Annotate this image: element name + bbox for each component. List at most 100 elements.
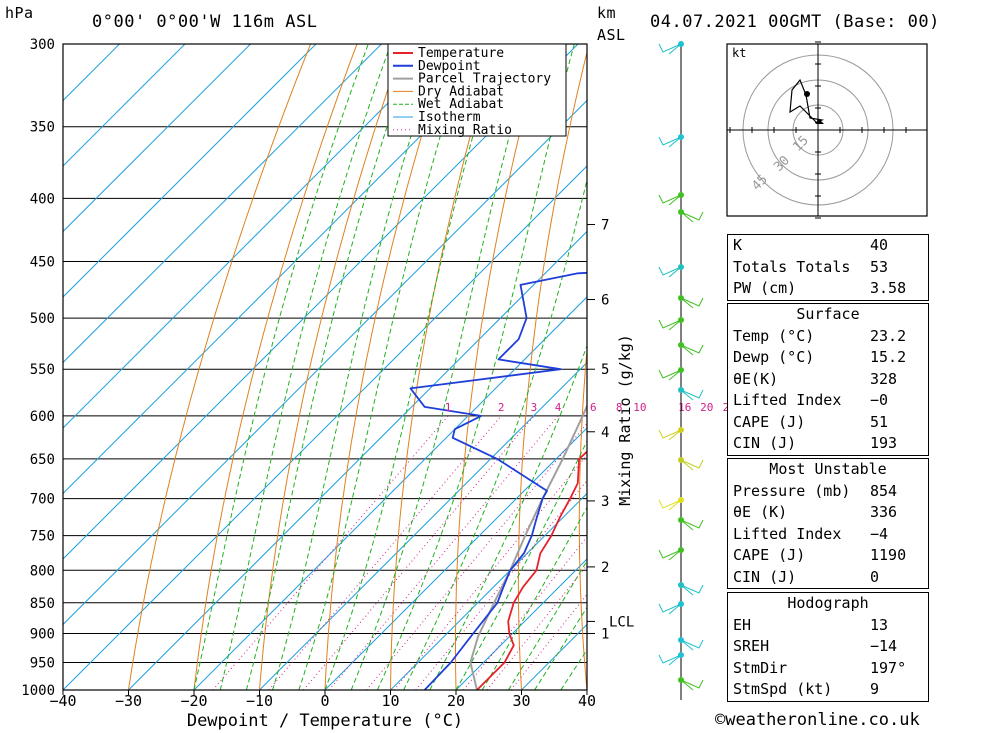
km-label: km (597, 4, 617, 22)
wet-adiabat-line (455, 439, 587, 690)
pressure-tick-label: 450 (30, 255, 55, 271)
index-label: PW (cm) (733, 279, 797, 297)
wind-barb (658, 136, 682, 148)
mixing-ratio-label: 10 (633, 401, 646, 414)
dry-adiabat-line (259, 44, 404, 690)
wind-barb (658, 319, 682, 331)
pressure-tick-label: 500 (30, 311, 55, 327)
wind-barb (680, 344, 704, 356)
mixing-ratio-label: 16 (678, 401, 691, 414)
hodograph-unit: kt (732, 46, 746, 60)
wind-barb (658, 603, 682, 615)
wind-barb (680, 297, 704, 309)
surface-row: Temp (°C) 23.2 (728, 326, 928, 348)
km-tick-label: 5 (601, 362, 609, 378)
isotherm-line (63, 44, 579, 560)
parcel-trajectory-line (469, 403, 587, 690)
surface-label: θE(K) (733, 369, 779, 388)
wet-adiabat-line (376, 44, 575, 690)
pressure-tick-label: 800 (30, 563, 55, 579)
wind-barb (680, 679, 704, 691)
temperature-tick-label: −40 (49, 692, 76, 710)
most-unstable-label: CAPE (J) (733, 546, 806, 564)
isotherm-line (63, 44, 317, 298)
pressure-tick-label: 350 (30, 120, 55, 136)
temperature-profile-line (476, 450, 587, 690)
dewpoint-profile-line (409, 271, 587, 690)
most-unstable-value: 336 (870, 503, 898, 521)
pressure-tick-label: 1000 (21, 683, 55, 699)
copyright-footer[interactable]: ©weatheronline.co.uk (715, 710, 920, 730)
pressure-tick-label: 700 (30, 492, 55, 508)
hodograph-row: EH 13 (728, 615, 928, 637)
pressure-tick-label: 600 (30, 409, 55, 425)
isotherm-line (193, 296, 587, 690)
surface-label: Lifted Index (733, 391, 842, 409)
legend-label: Mixing Ratio (418, 123, 512, 138)
mixing-ratio-label: 6 (590, 401, 597, 414)
hodograph-value: 197° (870, 658, 907, 677)
surface-label: CIN (J) (733, 434, 797, 452)
legend-label: Dewpoint (418, 59, 481, 74)
hodograph-row: StmDir 197° (728, 658, 928, 680)
most-unstable-value: −4 (870, 524, 889, 543)
most-unstable-value: 1190 (870, 546, 907, 564)
surface-title: Surface (796, 305, 860, 323)
surface-value: 328 (870, 369, 898, 388)
isotherm-line (324, 427, 587, 690)
mixing-ratio-line (268, 415, 502, 690)
wind-barb (658, 43, 682, 55)
wet-adiabat-line (403, 178, 587, 690)
index-row: Totals Totals 53 (728, 257, 928, 279)
pressure-tick-label: 650 (30, 452, 55, 468)
surface-row: CAPE (J) 51 (728, 412, 928, 434)
surface-label: Temp (°C) (733, 326, 815, 345)
most-unstable-value: 854 (870, 481, 898, 500)
legend-label: Temperature (418, 46, 504, 61)
most-unstable-row: Lifted Index −4 (728, 524, 928, 546)
surface-value: 51 (870, 412, 889, 431)
x-axis-title: Dewpoint / Temperature (°C) (187, 711, 463, 731)
mixing-ratio-label: 2 (498, 401, 505, 414)
hodograph-title: Hodograph (787, 594, 869, 612)
mixing-ratio-line (212, 415, 449, 690)
index-value: 53 (870, 257, 889, 276)
surface-value: 15.2 (870, 348, 907, 366)
legend-label: Parcel Trajectory (418, 72, 551, 87)
hodograph-value: 9 (870, 680, 880, 698)
isotherm-line (63, 165, 587, 690)
hodograph-row: SREH −14 (728, 636, 928, 658)
most-unstable-label: CIN (J) (733, 567, 797, 586)
isotherm-line (390, 492, 587, 690)
mixing-ratio-label: 3 (531, 401, 538, 414)
index-value: 40 (870, 236, 889, 254)
temperature-tick-label: 10 (381, 692, 399, 710)
wind-barb (680, 639, 704, 651)
wet-adiabat-line (350, 44, 535, 690)
most-unstable-label: θE (K) (733, 503, 788, 521)
isotherm-line (128, 230, 587, 690)
storm-motion-marker (816, 118, 824, 124)
surface-value: 23.2 (870, 326, 907, 345)
sounding-datetime: 04.07.2021 00GMT (Base: 00) (650, 12, 940, 32)
wind-barb (658, 194, 682, 206)
isotherm-line (455, 558, 587, 690)
hodograph-label: StmSpd (kt) (733, 680, 833, 698)
pressure-tick-label: 900 (30, 626, 55, 642)
dry-adiabat-line (696, 44, 729, 690)
wet-adiabat-line (272, 44, 441, 690)
index-row: PW (cm) 3.58 (728, 278, 928, 300)
legend-label: Isotherm (418, 110, 481, 125)
pressure-unit-label: hPa (5, 4, 34, 22)
most-unstable-row: Pressure (mb) 854 (728, 481, 928, 503)
most-unstable-row: CAPE (J) 1190 (728, 545, 928, 567)
isotherm-line (63, 44, 513, 495)
dry-adiabat-line (193, 44, 358, 690)
pressure-tick-label: 850 (30, 596, 55, 612)
km-tick-label: 6 (601, 293, 609, 309)
isotherm-line (63, 44, 120, 102)
wind-barb (680, 584, 704, 596)
km-tick-label: 4 (601, 425, 609, 441)
dry-adiabat-line (390, 44, 497, 690)
